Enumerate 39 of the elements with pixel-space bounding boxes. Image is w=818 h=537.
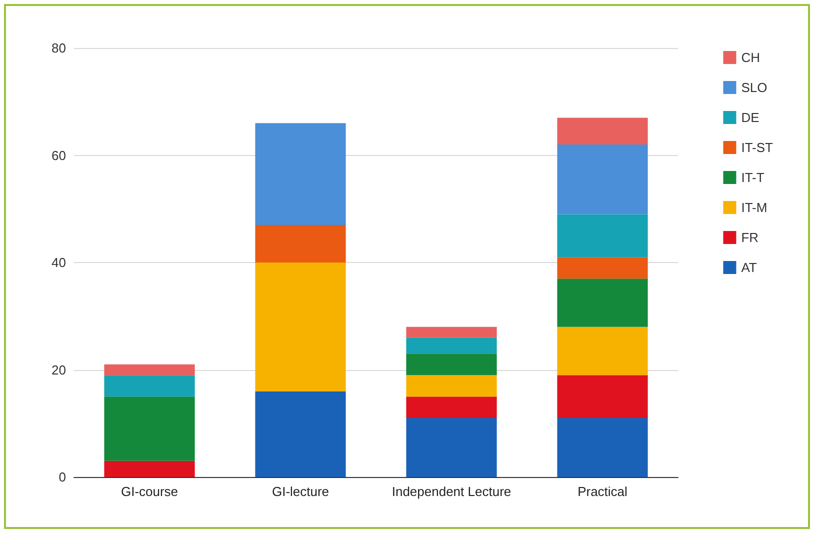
bar	[406, 375, 497, 397]
legend-label: CH	[741, 50, 760, 65]
x-tick-label: Practical	[578, 484, 628, 499]
legend-label: FR	[741, 230, 759, 245]
bar	[255, 123, 346, 225]
legend-label: SLO	[741, 80, 768, 95]
bar	[406, 418, 497, 477]
legend-label: IT-ST	[741, 140, 774, 155]
bar	[406, 354, 497, 376]
bar	[557, 375, 648, 418]
bar	[104, 396, 195, 461]
bar	[557, 118, 648, 145]
bar	[557, 278, 648, 327]
legend-label: DE	[741, 110, 760, 125]
bar	[255, 391, 346, 477]
bar	[557, 144, 648, 214]
bar	[255, 262, 346, 392]
bar	[104, 364, 195, 376]
bar	[557, 257, 648, 279]
bar	[406, 338, 497, 354]
y-tick-label: 80	[52, 40, 66, 56]
x-tick-label: GI-course	[120, 484, 178, 499]
legend-label: AT	[741, 260, 757, 275]
y-tick-label: 20	[52, 362, 66, 378]
y-tick-label: 60	[52, 148, 66, 163]
legend-label: IT-M	[741, 200, 768, 215]
y-tick-label: 40	[52, 255, 66, 270]
bar	[104, 375, 195, 397]
legend-label: IT-T	[741, 170, 764, 185]
bar	[557, 326, 648, 376]
bar	[104, 460, 195, 477]
y-tick-label: 0	[58, 470, 66, 484]
bar	[255, 224, 346, 262]
bar	[406, 396, 497, 418]
bar	[557, 214, 648, 258]
bar	[557, 418, 648, 477]
x-tick-label: Independent Lecture	[392, 484, 512, 499]
x-tick-label: GI-lecture	[272, 484, 330, 499]
bar	[406, 326, 497, 338]
